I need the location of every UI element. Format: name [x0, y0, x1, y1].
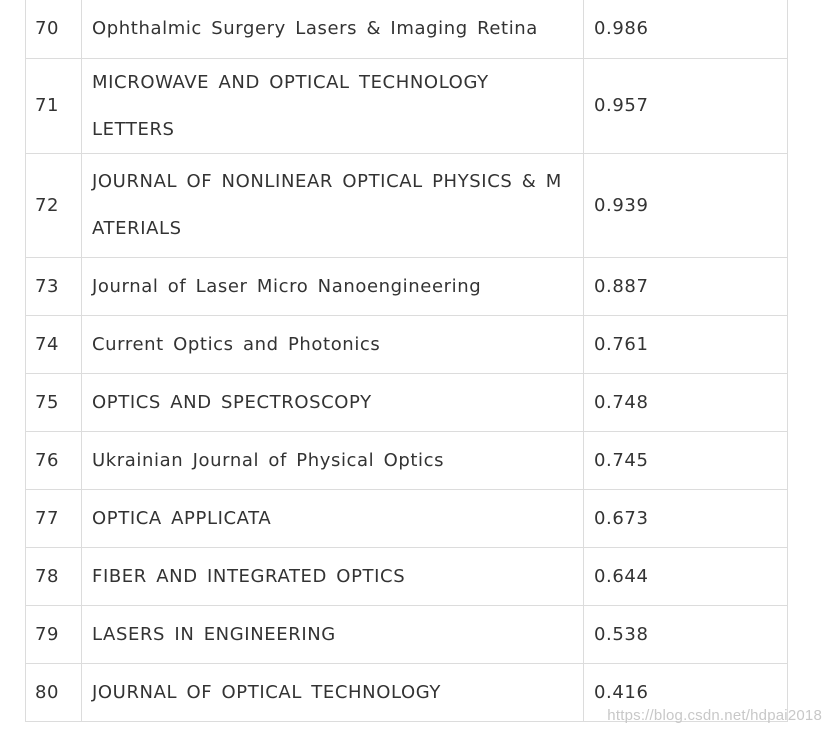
table-row: 79 LASERS IN ENGINEERING 0.538 — [25, 604, 788, 664]
journal-name-cell: OPTICA APPLICATA — [81, 488, 584, 548]
table-row: 80 JOURNAL OF OPTICAL TECHNOLOGY 0.416 — [25, 662, 788, 722]
rank-cell: 79 — [25, 604, 82, 664]
journal-name-cell: JOURNAL OF NONLINEAR OPTICAL PHYSICS & M… — [81, 152, 584, 258]
rank-cell: 76 — [25, 430, 82, 490]
rank-cell: 74 — [25, 314, 82, 374]
score-cell: 0.673 — [583, 488, 788, 548]
watermark: https://blog.csdn.net/hdpai2018 — [607, 707, 822, 724]
score-cell: 0.887 — [583, 256, 788, 316]
journal-name-cell: LASERS IN ENGINEERING — [81, 604, 584, 664]
rank-cell: 77 — [25, 488, 82, 548]
score-cell: 0.957 — [583, 57, 788, 154]
rank-cell: 80 — [25, 662, 82, 722]
journal-name-cell: Ophthalmic Surgery Lasers & Imaging Reti… — [81, 0, 584, 59]
rank-cell: 75 — [25, 372, 82, 432]
rank-cell: 73 — [25, 256, 82, 316]
journal-ranking-table: 70 Ophthalmic Surgery Lasers & Imaging R… — [25, 0, 788, 722]
table-row: 74 Current Optics and Photonics 0.761 — [25, 314, 788, 374]
journal-name-cell: JOURNAL OF OPTICAL TECHNOLOGY — [81, 662, 584, 722]
table-row: 76 Ukrainian Journal of Physical Optics … — [25, 430, 788, 490]
table-row: 72 JOURNAL OF NONLINEAR OPTICAL PHYSICS … — [25, 152, 788, 258]
rank-cell: 70 — [25, 0, 82, 59]
score-cell: 0.748 — [583, 372, 788, 432]
table-row: 73 Journal of Laser Micro Nanoengineerin… — [25, 256, 788, 316]
journal-name-cell: OPTICS AND SPECTROSCOPY — [81, 372, 584, 432]
journal-name-cell: MICROWAVE AND OPTICAL TECHNOLOGY LETTERS — [81, 57, 584, 154]
journal-name-cell: Journal of Laser Micro Nanoengineering — [81, 256, 584, 316]
score-cell: 0.538 — [583, 604, 788, 664]
journal-name-cell: Current Optics and Photonics — [81, 314, 584, 374]
table-row: 71 MICROWAVE AND OPTICAL TECHNOLOGY LETT… — [25, 57, 788, 154]
journal-name-line-2: ATERIALS — [92, 218, 182, 239]
score-cell: 0.745 — [583, 430, 788, 490]
score-cell: 0.416 — [583, 662, 788, 722]
journal-name-cell: FIBER AND INTEGRATED OPTICS — [81, 546, 584, 606]
table-row: 70 Ophthalmic Surgery Lasers & Imaging R… — [25, 0, 788, 59]
journal-name-line-1: JOURNAL OF NONLINEAR OPTICAL PHYSICS & M — [92, 171, 562, 192]
score-cell: 0.644 — [583, 546, 788, 606]
journal-name-cell: Ukrainian Journal of Physical Optics — [81, 430, 584, 490]
score-cell: 0.761 — [583, 314, 788, 374]
journal-table-container: 70 Ophthalmic Surgery Lasers & Imaging R… — [25, 0, 788, 722]
table-row: 78 FIBER AND INTEGRATED OPTICS 0.644 — [25, 546, 788, 606]
table-row: 77 OPTICA APPLICATA 0.673 — [25, 488, 788, 548]
score-cell: 0.939 — [583, 152, 788, 258]
rank-cell: 72 — [25, 152, 82, 258]
rank-cell: 71 — [25, 57, 82, 154]
table-row: 75 OPTICS AND SPECTROSCOPY 0.748 — [25, 372, 788, 432]
rank-cell: 78 — [25, 546, 82, 606]
score-cell: 0.986 — [583, 0, 788, 59]
